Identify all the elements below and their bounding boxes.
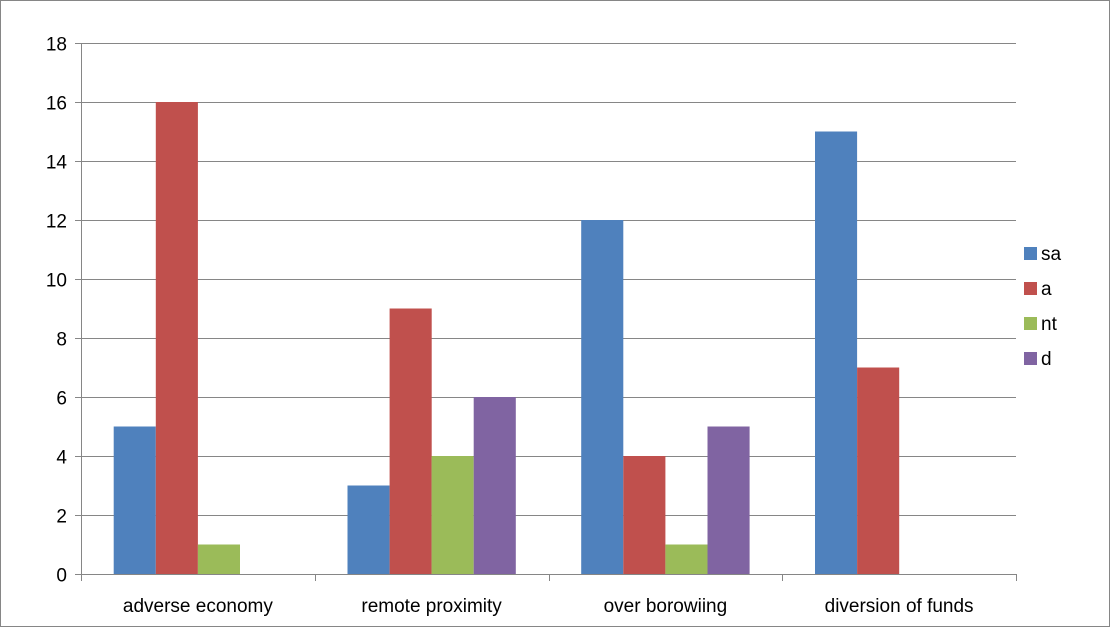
legend: sa a nt d (1024, 244, 1062, 370)
y-tick-label: 8 (56, 330, 67, 351)
y-tick-label: 12 (46, 212, 67, 233)
legend-swatch-nt (1024, 317, 1037, 330)
bar-a-3 (857, 367, 900, 574)
y-tick-label: 10 (46, 271, 67, 292)
bar-nt-2 (665, 544, 708, 574)
y-tick-label: 18 (46, 35, 67, 56)
bar-nt-0 (197, 544, 240, 574)
y-tick-label: 2 (56, 507, 67, 528)
bar-a-1 (389, 308, 432, 574)
bar-sa-0 (113, 426, 156, 574)
bar-d-1 (473, 397, 516, 574)
x-category-label: remote proximity (361, 596, 502, 617)
y-tick-label: 16 (46, 94, 67, 115)
y-tick-label: 4 (56, 448, 67, 469)
axes (75, 43, 1017, 581)
legend-label-nt: nt (1041, 314, 1058, 335)
bar-d-2 (707, 426, 750, 574)
y-tick-label: 14 (46, 153, 68, 174)
y-tick-label: 6 (56, 389, 67, 410)
bar-nt-1 (431, 456, 474, 574)
bars (113, 102, 900, 574)
legend-swatch-a (1024, 282, 1037, 295)
y-tick-label: 0 (56, 566, 67, 587)
gridlines (81, 43, 1016, 516)
legend-label-sa: sa (1041, 244, 1062, 265)
legend-swatch-d (1024, 352, 1037, 365)
x-axis-tick-labels: adverse economy remote proximity over boro… (123, 596, 974, 617)
bar-a-0 (155, 102, 198, 574)
bar-sa-2 (581, 220, 624, 574)
y-axis-tick-labels: 0 2 4 6 8 10 12 14 16 18 (46, 35, 68, 587)
x-category-label: over borowiing (604, 596, 728, 617)
bar-sa-3 (815, 131, 858, 574)
bar-a-2 (623, 456, 666, 574)
x-category-label: adverse economy (123, 596, 273, 617)
legend-label-d: d (1041, 349, 1052, 370)
legend-swatch-sa (1024, 247, 1037, 260)
bar-sa-1 (347, 485, 390, 574)
legend-label-a: a (1041, 279, 1052, 300)
x-category-label: diversion of funds (825, 596, 974, 617)
